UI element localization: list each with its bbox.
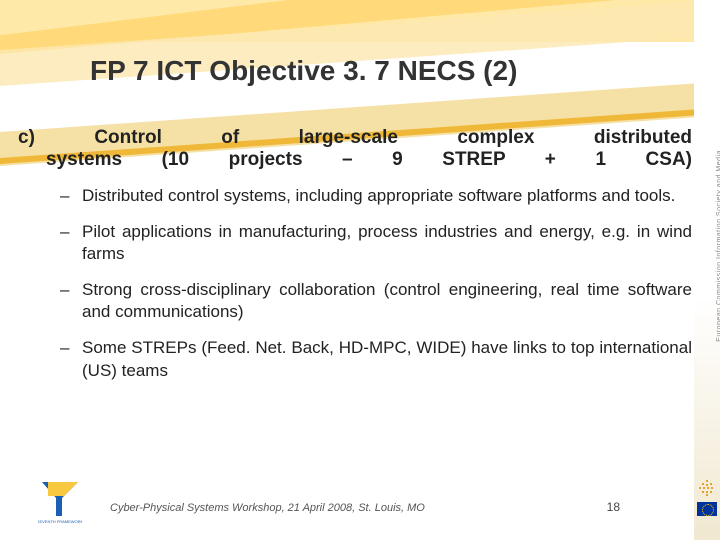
bullet-item: Some STREPs (Feed. Net. Back, HD-MPC, WI… — [60, 337, 692, 381]
right-sidebar: European Commission Information Society … — [694, 0, 720, 540]
bullet-item: Strong cross-disciplinary collaboration … — [60, 279, 692, 323]
dots-logo-icon — [699, 480, 715, 496]
section-heading: c) Control of large-scale complex distri… — [18, 127, 692, 171]
content-area: c) Control of large-scale complex distri… — [0, 117, 720, 382]
svg-text:SEVENTH FRAMEWORK: SEVENTH FRAMEWORK — [38, 519, 82, 524]
bullet-list: Distributed control systems, including a… — [18, 185, 692, 382]
footer-text: Cyber-Physical Systems Workshop, 21 Apri… — [110, 502, 425, 514]
sidebar-text: European Commission Information Society … — [716, 150, 720, 342]
eu-flag-icon — [697, 502, 717, 516]
slide-title: FP 7 ICT Objective 3. 7 NECS (2) — [90, 55, 680, 87]
fp7-logo-icon: SEVENTH FRAMEWORK — [38, 478, 82, 524]
bullet-item: Distributed control systems, including a… — [60, 185, 692, 207]
page-number: 18 — [607, 500, 620, 514]
heading-line2: systems (10 projects – 9 STREP + 1 CSA) — [18, 149, 692, 171]
bullet-item: Pilot applications in manufacturing, pro… — [60, 221, 692, 265]
heading-line1: c) Control of large-scale complex distri… — [18, 127, 692, 148]
